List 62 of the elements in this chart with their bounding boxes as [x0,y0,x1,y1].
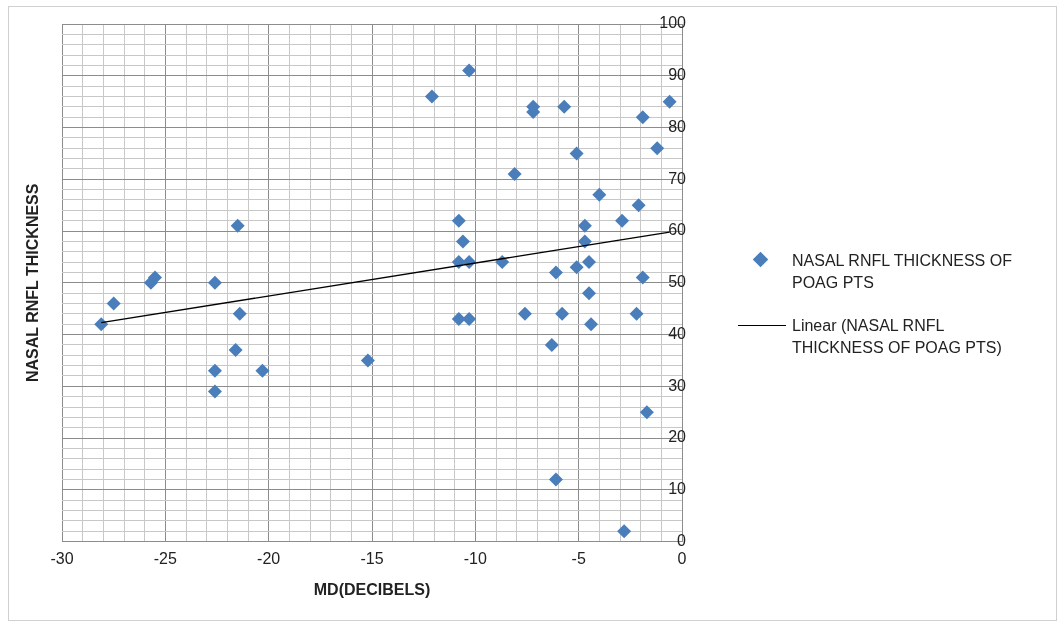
point [569,260,584,275]
y-tick-label: 40 [668,324,687,342]
point [462,63,477,78]
point [94,317,109,332]
y-tick-label: 0 [677,532,687,550]
legend-label: Linear (NASAL RNFL THICKNESS OF POAG PTS) [792,316,1003,358]
x-tick-label: -10 [463,549,487,567]
point [582,286,596,301]
point [548,265,563,280]
y-tick-label: 30 [668,376,687,394]
point [455,234,470,249]
point [255,363,270,378]
x-tick-label: -20 [257,549,281,567]
point [451,213,466,228]
point [517,306,532,321]
point [207,275,222,290]
point [631,198,646,213]
point [228,343,243,358]
x-tick-label: -25 [153,549,177,567]
point [230,218,245,233]
y-tick-label: 20 [668,428,687,446]
y-tick-label: 60 [668,221,687,239]
point [635,110,650,125]
x-tick-label: -5 [571,549,586,567]
point [548,472,563,487]
y-tick-label: 50 [668,273,687,291]
point [629,306,644,321]
point [360,353,375,368]
x-tick-label: -30 [50,549,74,567]
point [577,234,592,249]
point [232,306,247,321]
point [617,524,632,539]
point [577,218,592,233]
point [662,94,677,109]
x-axis-title: MD(DECIBELS) [313,580,431,598]
point [462,312,477,327]
y-tick-label: 100 [659,14,687,32]
point [582,255,596,270]
point [557,99,572,114]
y-tick-label: 80 [668,117,687,135]
point [424,89,439,104]
point [555,306,570,321]
point [584,317,599,332]
point [635,270,650,285]
legend-label: NASAL RNFL THICKNESS OF POAG PTS [792,251,1013,293]
point [495,255,510,270]
y-tick-label: 70 [668,169,687,187]
point [639,405,654,420]
y-axis-title: NASAL RNFL THICKNESS [24,183,42,383]
point [207,384,222,399]
point [507,167,522,182]
y-tick-label: 90 [668,66,687,84]
point [650,141,665,156]
point [569,146,584,161]
point [207,363,222,378]
point [544,337,559,352]
x-tick-label: -15 [360,549,384,567]
point [451,312,466,327]
y-tick-label: 10 [668,480,687,498]
point [615,213,630,228]
point [592,187,607,202]
point [106,296,121,311]
